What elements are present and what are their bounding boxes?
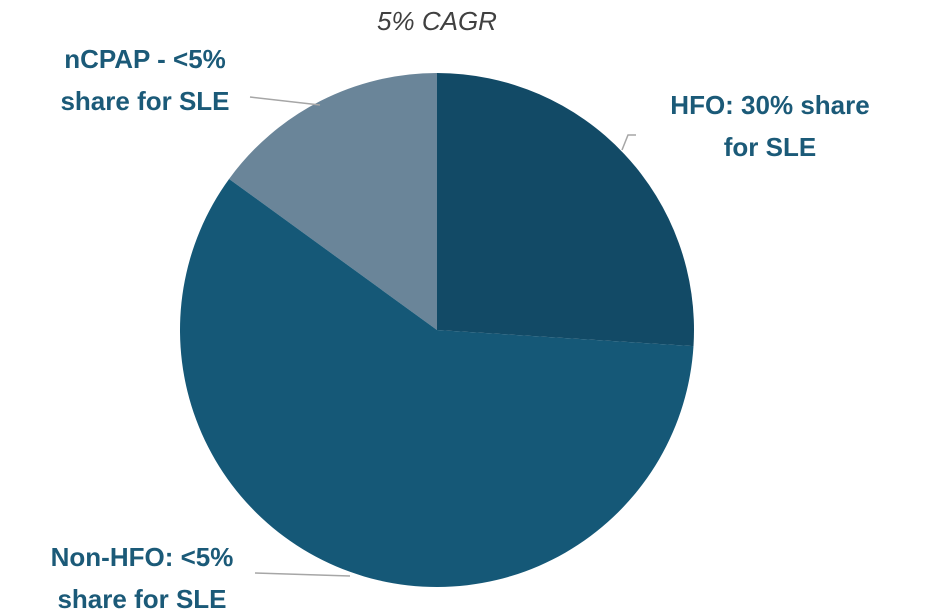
pie-slice <box>437 73 694 347</box>
slice-label: Non-HFO: <5% share for SLE <box>50 542 234 614</box>
chart-title: 5% CAGR <box>377 6 497 36</box>
pie-slice <box>229 73 437 330</box>
leader-line <box>621 134 636 151</box>
pie-slice <box>180 178 694 587</box>
slice-label: nCPAP - <5% share for SLE <box>60 44 230 116</box>
leader-line <box>254 572 351 577</box>
slice-label: HFO: 30% share for SLE <box>670 90 870 162</box>
leader-line <box>249 96 321 106</box>
